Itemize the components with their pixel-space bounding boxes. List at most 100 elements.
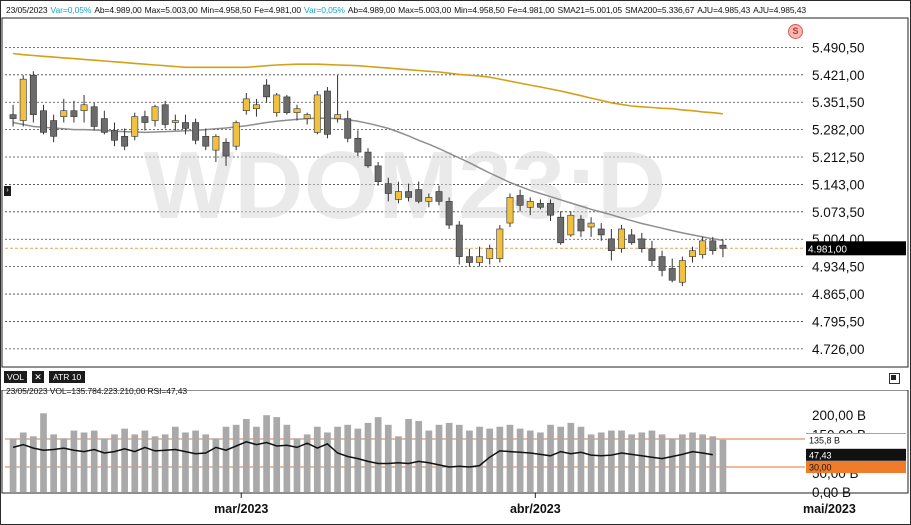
x-tick-label: mar/2023 (214, 502, 268, 516)
header-item: SMA21=5.001,05 (557, 5, 623, 15)
candle (9, 104, 17, 127)
candle-body-down (192, 122, 200, 141)
candle (415, 181, 423, 204)
candle-body-up (496, 228, 504, 259)
volume-bar (263, 415, 270, 492)
volume-bar (537, 432, 544, 492)
close-icon[interactable]: ✕ (32, 370, 45, 383)
ohlc-info-bar: 23/05/2023 Var=0,05% Ab=4.989,00 Max=5.003,… (6, 5, 809, 15)
candle (557, 211, 565, 245)
overlay-label-bg (806, 433, 906, 446)
header-item: AJU=4.985,43 (697, 5, 751, 15)
y-tick-label: 4.865,00 (812, 287, 865, 302)
rsi-line (12, 441, 713, 468)
candle (111, 122, 118, 147)
candle (344, 110, 352, 143)
volume-bar (597, 432, 605, 492)
volume-bar (455, 424, 463, 492)
candle (40, 104, 47, 135)
volume-bar (222, 426, 230, 492)
y-tick-label: 4.934,50 (812, 260, 865, 275)
candle (618, 225, 625, 253)
candle-body-up (19, 78, 27, 121)
candle-body-down (323, 90, 331, 135)
header-item: Fe=4.981,00 (254, 5, 302, 15)
volume-bar (232, 424, 240, 492)
candle-body-up (334, 114, 342, 119)
candle (536, 199, 544, 210)
candle-body-down (719, 244, 727, 249)
candle-body-down (597, 228, 605, 236)
candle-body-down (50, 120, 58, 137)
volume-bar (9, 438, 17, 492)
candle-body-up (80, 104, 88, 111)
candle-body-down (648, 248, 656, 261)
candle (567, 211, 575, 237)
candle (547, 199, 554, 222)
candle (192, 118, 200, 145)
volume-bar (384, 424, 392, 492)
header-item: Max=5.003,00 (144, 5, 198, 15)
candle (334, 75, 342, 123)
candle (516, 189, 524, 212)
volume-bar (171, 426, 179, 492)
volume-bar (648, 430, 656, 492)
candle-body-down (100, 118, 108, 133)
volume-bar (719, 439, 727, 492)
y-tick-label: 4.726,00 (812, 342, 865, 357)
price-chart[interactable]: 5.490,50 5.421,00 5.351,50 5.282,00 5.212,50… (0, 0, 911, 368)
volume-bar (618, 430, 625, 492)
volume-bar (90, 430, 98, 492)
candle (394, 181, 402, 204)
candle (323, 87, 331, 139)
volume-bar (60, 438, 68, 492)
candle-body-up (273, 94, 281, 113)
candle (699, 236, 707, 259)
candle (263, 79, 271, 103)
candle (283, 94, 291, 115)
candle-body-down (9, 114, 17, 119)
candle (293, 104, 301, 121)
volume-bar (516, 428, 524, 492)
candle (222, 138, 230, 166)
volume-bar (466, 430, 473, 492)
volume-bar (111, 434, 118, 492)
volume-chart[interactable]: 200,00 B150,00 B50,00 B0,00 B70,00135,8 … (0, 390, 911, 525)
volume-bar (50, 434, 57, 492)
candle-body-down (607, 238, 615, 251)
vol-tab[interactable]: VOL (4, 370, 28, 383)
candle-body-up (618, 228, 625, 250)
volume-bar (151, 436, 159, 492)
candle-body-down (658, 256, 666, 271)
candle (435, 185, 443, 206)
overlay-label: 47,43 (806, 448, 906, 461)
candle-body-down (182, 122, 189, 129)
volume-bar (425, 430, 433, 492)
volume-bar (638, 432, 646, 492)
subpanel-info: 23/05/2023 VOL=135.784.223.210,00 RSI=47… (6, 386, 187, 396)
candle-body-up (253, 104, 260, 110)
volume-plot-frame (1, 390, 909, 494)
candle (526, 197, 534, 216)
candle-body-down (40, 110, 47, 133)
candle (506, 193, 514, 228)
maximize-icon[interactable] (889, 373, 900, 384)
volume-bar (313, 426, 321, 492)
volume-bar (658, 434, 666, 492)
candle-body-down (638, 238, 646, 250)
volume-bar (445, 422, 453, 492)
volume-bar (161, 434, 169, 492)
signal-badge[interactable]: S (788, 24, 803, 39)
atr-indicator-tab[interactable]: ATR 10 (49, 370, 86, 383)
expand-panel-arrow-icon[interactable]: › (4, 186, 11, 196)
candle (374, 161, 382, 186)
y-tick-label: 5.073,50 (812, 205, 865, 220)
candle (253, 98, 260, 117)
candle (232, 120, 240, 151)
header-item: AJU=4.985,43 (753, 5, 807, 15)
overlay-label: 30,00 (806, 461, 906, 473)
volume-bar (121, 428, 128, 492)
last-price-box (806, 241, 906, 256)
candle-body-down (263, 84, 271, 98)
candle (273, 92, 281, 117)
